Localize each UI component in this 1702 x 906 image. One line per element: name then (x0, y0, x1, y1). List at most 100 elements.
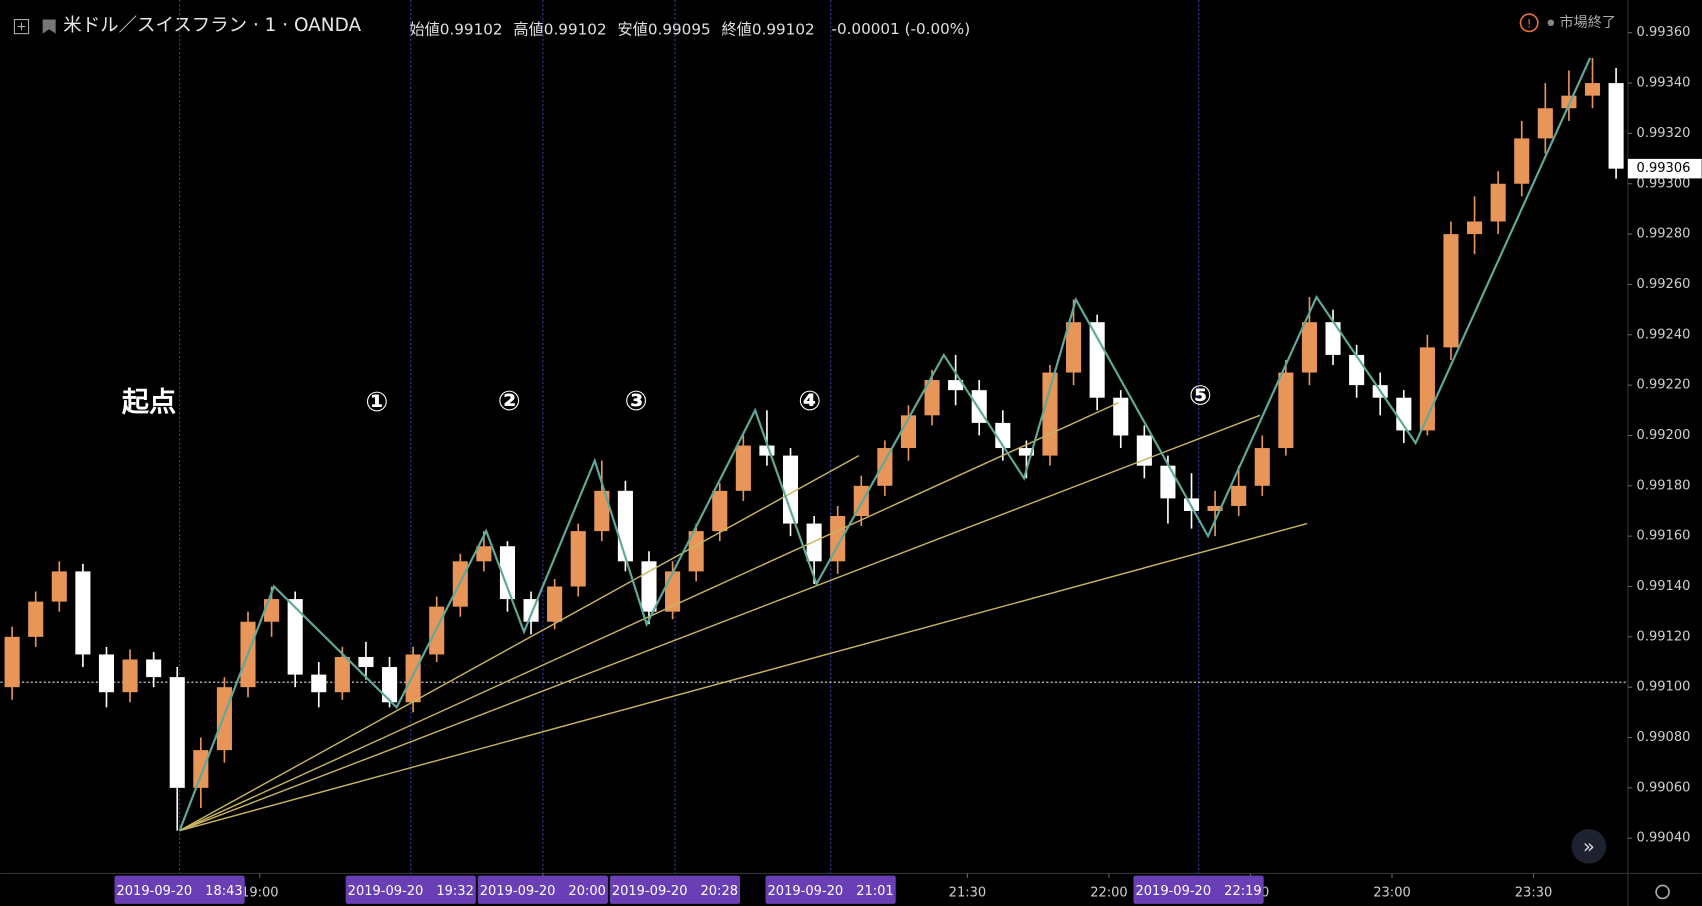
candle-body (4, 636, 20, 688)
marker-label: 2019-09-20 18:43 (114, 875, 245, 904)
y-tick-label: 0.99140 (1637, 579, 1691, 594)
candle-body (216, 687, 232, 751)
candle-body (1089, 322, 1105, 398)
symbol[interactable]: 米ドル／スイスフラン · 1 · OANDA (63, 15, 361, 36)
candle-body (476, 546, 492, 562)
marker-box (765, 875, 896, 904)
marker-text: 2019-09-20 20:28 (612, 883, 738, 898)
ohlc-item: 安値0.99095 (617, 20, 710, 38)
last-price-box (1627, 158, 1702, 179)
candle-body (381, 667, 398, 703)
ohlc-label: 高値 (513, 20, 543, 38)
y-tick-label: 0.99320 (1637, 126, 1691, 141)
marker-label: 2019-09-20 20:00 (477, 875, 608, 904)
y-tick-label: 0.99340 (1637, 76, 1691, 91)
candle-body (146, 659, 162, 678)
candle-body (1325, 322, 1341, 355)
fan-line (179, 522, 1308, 832)
candle-body (28, 601, 44, 637)
ohlc-item: 始値0.99102 (409, 20, 502, 38)
flag-icon[interactable] (42, 19, 56, 34)
annotation: ③ (625, 386, 648, 417)
add-icon[interactable] (13, 18, 30, 35)
candle-body (1349, 354, 1365, 386)
y-tick-label: 0.99080 (1637, 730, 1691, 745)
candle-body (287, 599, 303, 675)
fan-line (179, 454, 860, 832)
ohlc-value: 0.99102 (752, 20, 815, 38)
candle-body (169, 677, 185, 788)
candle-body (1066, 322, 1082, 373)
annotation: ② (498, 386, 521, 417)
candle-body (1490, 183, 1506, 222)
marker-time: 18:43 (205, 883, 243, 898)
marker-date: 2019-09-20 (117, 883, 193, 898)
marker-time: 20:00 (568, 883, 606, 898)
settings-icon[interactable] (1655, 884, 1670, 900)
y-tick-label: 0.99240 (1637, 327, 1691, 342)
candle-body (1207, 505, 1223, 511)
candle-body (830, 516, 846, 562)
candle-body (806, 523, 822, 562)
candle-body (193, 750, 209, 788)
zigzag (178, 57, 1592, 832)
y-tick-label: 0.99300 (1637, 176, 1691, 191)
marker-time: 21:01 (856, 883, 894, 898)
candle-body (617, 490, 633, 562)
marker-text: 2019-09-20 20:00 (480, 883, 606, 898)
marker-label: 2019-09-20 19:32 (345, 875, 476, 904)
candle-body (1160, 465, 1176, 499)
annotation: ④ (798, 386, 821, 417)
change: -0.00001 (-0.00%) (831, 20, 970, 38)
marker-date: 2019-09-20 (348, 883, 424, 898)
annotation: ⑤ (1189, 381, 1212, 412)
ohlc-label: 終値 (722, 20, 752, 38)
marker-label: 2019-09-20 22:19 (1133, 875, 1264, 904)
controls: » (1571, 828, 1670, 900)
y-tick-label: 0.99060 (1637, 780, 1691, 795)
candle-body (688, 531, 704, 572)
annotation: ① (365, 387, 388, 418)
scroll-button[interactable] (1571, 828, 1607, 864)
marker-text: 2019-09-20 21:01 (768, 883, 894, 898)
marker-time: 22:19 (1224, 883, 1262, 898)
candle-body (1254, 448, 1270, 486)
status-dot (1547, 19, 1555, 27)
candle-body (877, 448, 893, 486)
ohlc-item: 高値0.99102 (513, 20, 606, 38)
last-price-label: 0.99306 (1637, 161, 1691, 176)
marker-text: 2019-09-20 19:32 (348, 883, 474, 898)
candle-body (735, 445, 751, 491)
ohlc-label: 安値 (617, 20, 647, 38)
ohlc-value: 0.99102 (544, 20, 607, 38)
warning-mark: ! (1527, 16, 1532, 30)
marker-date: 2019-09-20 (1135, 883, 1211, 898)
candle-body (311, 674, 327, 693)
candle-body (75, 571, 91, 655)
ohlc-value: 0.99095 (648, 20, 711, 38)
market-status: 市場終了 (1560, 14, 1616, 31)
y-tick-label: 0.99160 (1637, 529, 1691, 544)
candle-body (98, 654, 115, 693)
candle-body (547, 586, 563, 622)
marker-date: 2019-09-20 (768, 883, 844, 898)
candle-body (1443, 234, 1459, 348)
y-tick-label: 0.99100 (1637, 680, 1691, 695)
candle-body (1278, 372, 1294, 449)
add-icon-plus (17, 22, 26, 31)
marker-box (345, 875, 476, 904)
candle-body (1584, 83, 1601, 96)
y-tick-label: 0.99200 (1637, 428, 1691, 443)
marker-label: 2019-09-20 21:01 (765, 875, 896, 904)
candle-body (570, 531, 586, 587)
ohlc-item: 終値0.99102 (722, 20, 815, 38)
ohlc-readout: 始値0.99102 高値0.99102 安値0.99095 終値0.99102 (409, 20, 814, 38)
candle-body (1514, 138, 1530, 184)
marker-date: 2019-09-20 (612, 883, 688, 898)
x-tick-label: 21:30 (949, 885, 987, 900)
y-tick-label: 0.99360 (1637, 25, 1691, 40)
marker-label: 2019-09-20 20:28 (609, 875, 741, 904)
candle-body (948, 380, 964, 391)
